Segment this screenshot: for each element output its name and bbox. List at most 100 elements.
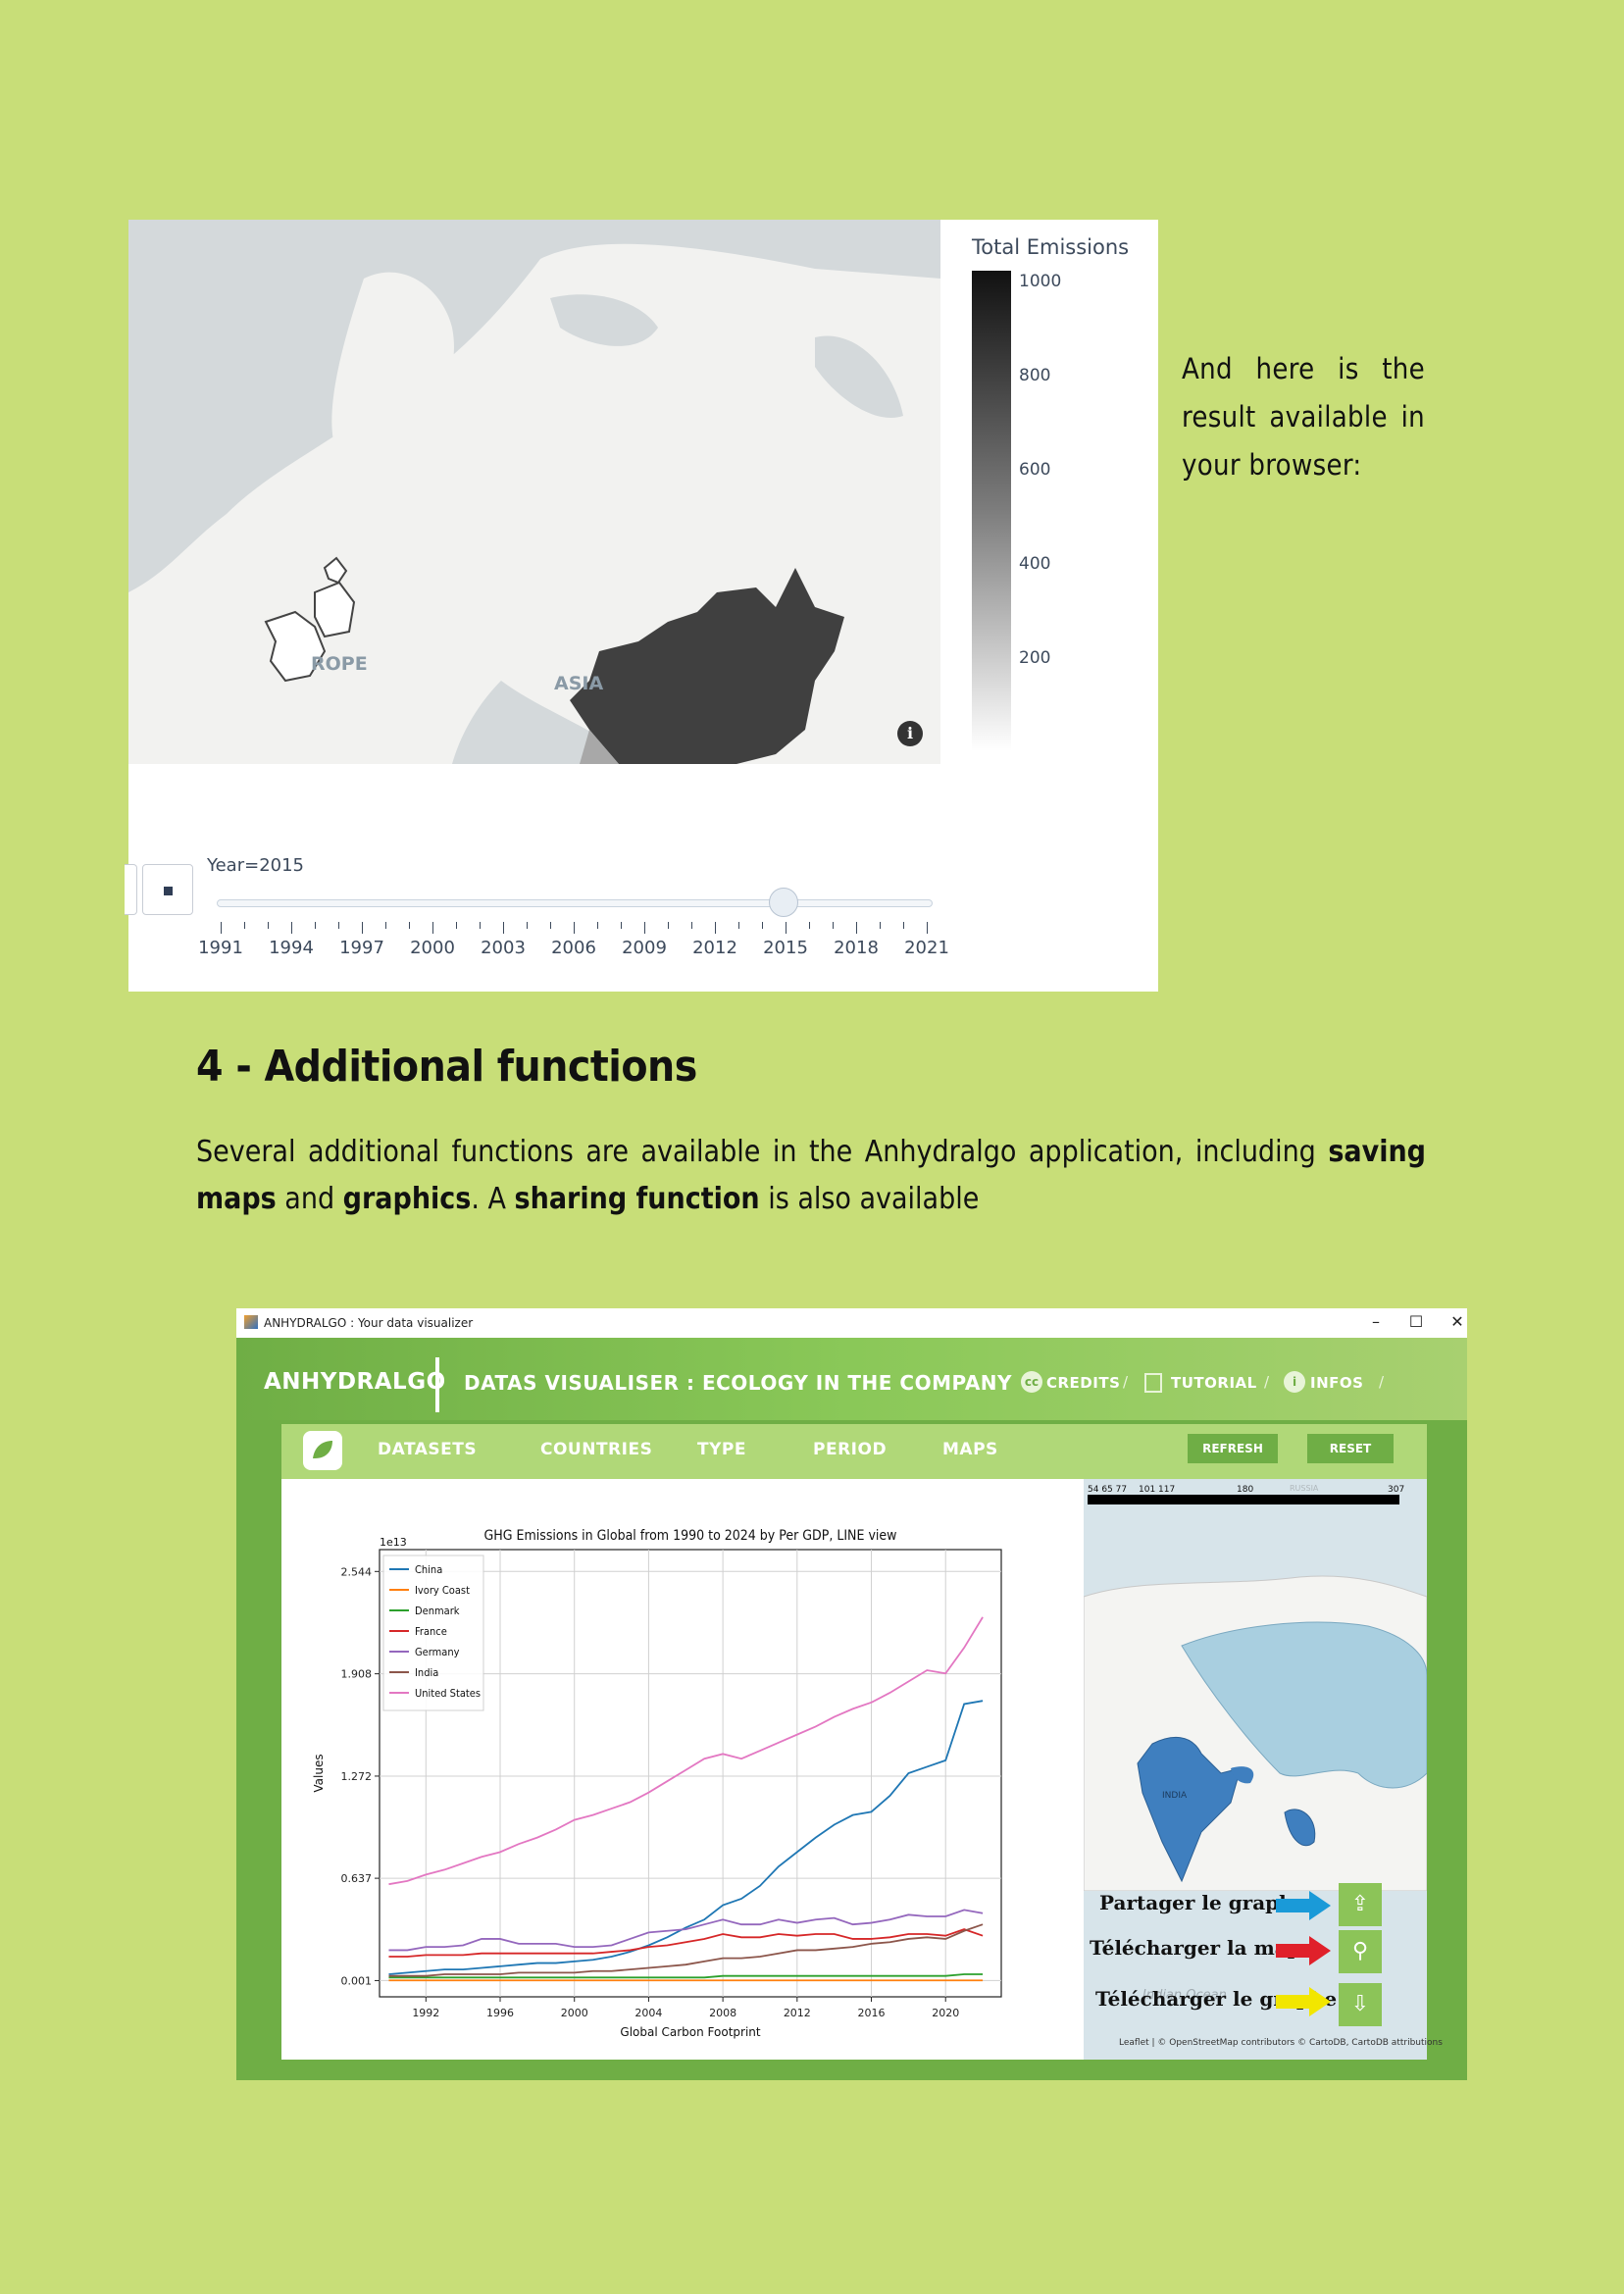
colorbar-tick: 400 xyxy=(1019,554,1051,574)
year-slider-track[interactable] xyxy=(217,899,933,907)
callout-share: Partager le graphe xyxy=(1099,1891,1306,1914)
slider-tick-mark xyxy=(786,922,787,934)
scale-number: 54 65 77 xyxy=(1088,1485,1128,1495)
slider-tick-mark xyxy=(268,922,269,929)
app-subtitle: DATAS VISUALISER : ECOLOGY IN THE COMPAN… xyxy=(464,1371,1013,1395)
map-label-asia: ASIA xyxy=(554,673,603,694)
nav-maps[interactable]: MAPS xyxy=(942,1440,998,1459)
x-tick-label: 2004 xyxy=(634,2007,662,2019)
y-tick-label: 1.908 xyxy=(341,1668,373,1681)
slider-tick-mark xyxy=(809,922,810,929)
leaflet-map[interactable]: Indian Ocean INDIA RUSSIA xyxy=(1084,1479,1427,2060)
x-tick-label: 2016 xyxy=(858,2007,886,2019)
slider-tick-mark xyxy=(833,922,834,929)
slider-tick-label: 2021 xyxy=(904,938,949,958)
colorbar-tick: 1000 xyxy=(1019,272,1062,291)
nav-type[interactable]: TYPE xyxy=(697,1440,746,1459)
year-slider-handle[interactable] xyxy=(769,888,798,917)
ocean-label: Indian Ocean xyxy=(1142,1988,1227,2003)
slider-tick-mark xyxy=(527,922,528,929)
map-label-europe: ROPE xyxy=(311,653,368,675)
credits-icon: cc xyxy=(1021,1371,1042,1393)
slider-tick-mark xyxy=(715,922,716,934)
window-titlebar: ANHYDRALGO : Your data visualizer – ☐ ✕ xyxy=(236,1308,1467,1339)
map-basemap: ROPE ASIA xyxy=(128,220,940,764)
arrow-graph-icon xyxy=(1276,1987,1331,2016)
slider-tick-mark xyxy=(597,922,598,929)
arrow-map-icon xyxy=(1276,1936,1331,1965)
y-tick-label: 2.544 xyxy=(341,1565,373,1578)
credits-link[interactable]: CREDITS xyxy=(1046,1374,1121,1392)
color-scale-bar xyxy=(1088,1495,1399,1504)
slider-tick-mark xyxy=(856,922,857,934)
link-separator: / xyxy=(1379,1373,1385,1391)
legend-entry: Denmark xyxy=(415,1605,460,1617)
slider-tick-label: 1991 xyxy=(198,938,243,958)
tutorial-link[interactable]: TUTORIAL xyxy=(1171,1374,1257,1392)
callout-download-map: Télécharger la map xyxy=(1090,1936,1301,1960)
slider-tick-mark xyxy=(409,922,410,929)
maximize-icon[interactable]: ☐ xyxy=(1408,1312,1424,1331)
share-graph-button[interactable]: ⇪ xyxy=(1339,1883,1382,1926)
slider-tick-mark xyxy=(691,922,692,929)
link-separator: / xyxy=(1123,1373,1129,1391)
bold-saving-maps: saving maps xyxy=(196,1135,1426,1216)
download-map-button[interactable]: ⚲ xyxy=(1339,1930,1382,1973)
minimize-icon[interactable]: – xyxy=(1372,1312,1380,1331)
colorbar-title: Total Emissions xyxy=(972,235,1130,259)
slider-tick-mark xyxy=(880,922,881,929)
slider-tick-mark xyxy=(244,922,245,929)
choropleth-map[interactable]: ROPE ASIA xyxy=(128,220,940,764)
nav-period[interactable]: PERIOD xyxy=(813,1440,888,1459)
series-line-germany xyxy=(388,1909,984,1952)
slider-tick-mark xyxy=(738,922,739,929)
y-tick-label: 1.272 xyxy=(341,1770,373,1783)
info-icon[interactable]: i xyxy=(897,721,923,746)
scale-number: 180 xyxy=(1237,1485,1254,1495)
chart-title: GHG Emissions in Global from 1990 to 202… xyxy=(484,1528,897,1544)
slider-tick-mark xyxy=(456,922,457,929)
slider-tick-mark xyxy=(338,922,339,929)
slider-tick-mark xyxy=(550,922,551,929)
russia-label: RUSSIA xyxy=(1290,1484,1319,1493)
infos-link[interactable]: INFOS xyxy=(1310,1374,1364,1392)
slider-current-label: Year=2015 xyxy=(207,855,304,876)
reset-button[interactable]: RESET xyxy=(1307,1434,1394,1463)
slider-tick-label: 2012 xyxy=(692,938,737,958)
para-text: and xyxy=(276,1182,343,1216)
legend-entry: India xyxy=(415,1666,438,1679)
slider-tick-label: 1994 xyxy=(269,938,314,958)
series-line-china xyxy=(388,1700,984,1975)
y-axis-label: Values xyxy=(312,1754,326,1792)
play-button[interactable] xyxy=(125,864,137,915)
x-axis-label: Global Carbon Footprint xyxy=(620,2025,760,2039)
para-text: Several additional functions are availab… xyxy=(196,1135,1329,1169)
colorbar-tick: 600 xyxy=(1019,460,1051,480)
download-graph-button[interactable]: ⇩ xyxy=(1339,1983,1382,2026)
slider-tick-mark xyxy=(621,922,622,929)
x-tick-label: 2012 xyxy=(784,2007,811,2019)
x-tick-label: 2020 xyxy=(932,2007,959,2019)
nav-datasets[interactable]: DATASETS xyxy=(378,1440,478,1459)
scale-number: 307 xyxy=(1388,1485,1405,1495)
legend-entry: United States xyxy=(415,1687,481,1700)
slider-tick-label: 2003 xyxy=(481,938,526,958)
x-tick-label: 1996 xyxy=(486,2007,514,2019)
brand-divider xyxy=(435,1357,439,1412)
y-tick-label: 0.001 xyxy=(341,1974,373,1987)
slider-tick-mark xyxy=(480,922,481,929)
app-window: ANHYDRALGO : Your data visualizer – ☐ ✕ … xyxy=(236,1308,1467,2080)
colorbar-tick: 200 xyxy=(1019,648,1051,668)
app-header xyxy=(236,1338,1467,1420)
slider-tick-mark xyxy=(291,922,292,934)
leaf-icon[interactable] xyxy=(303,1431,342,1470)
nav-countries[interactable]: COUNTRIES xyxy=(540,1440,653,1459)
close-icon[interactable]: ✕ xyxy=(1450,1312,1464,1331)
link-separator: / xyxy=(1264,1373,1270,1391)
series-line-denmark xyxy=(388,1973,984,1979)
slider-tick-mark xyxy=(644,922,645,934)
slider-tick-mark xyxy=(668,922,669,929)
refresh-button[interactable]: REFRESH xyxy=(1188,1434,1278,1463)
slider-tick-mark xyxy=(432,922,433,934)
stop-icon xyxy=(164,887,173,895)
